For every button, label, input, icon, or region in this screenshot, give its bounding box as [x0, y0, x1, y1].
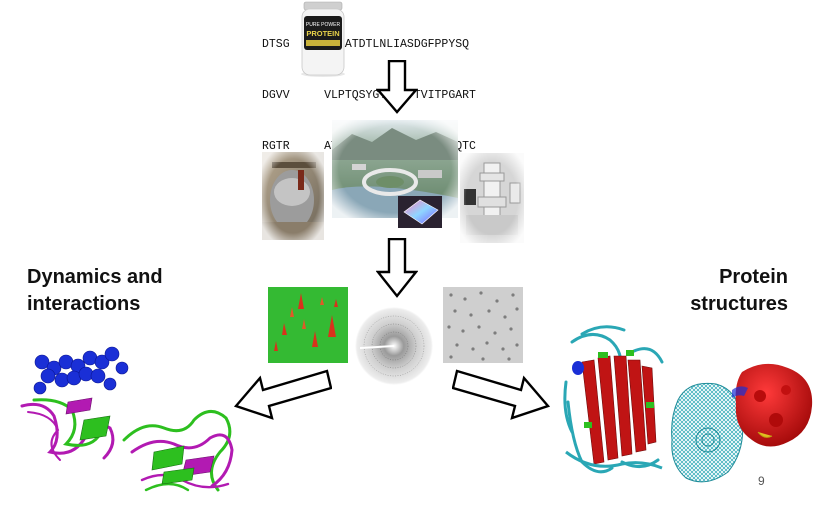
jar-label-top: PURE POWER: [306, 22, 341, 28]
crystal-structure: [563, 325, 664, 474]
jar-label-main: PROTEIN: [306, 29, 339, 38]
slide-number: 9: [758, 474, 765, 488]
nmr-ensemble: [20, 346, 234, 492]
protein-jar-icon: PURE POWER PROTEIN: [301, 1, 345, 77]
dynamics-heading-line-1: Dynamics and: [27, 266, 163, 288]
em-micrograph: [443, 287, 523, 363]
right-arrow: [452, 369, 551, 420]
diffraction-pattern: [355, 307, 433, 385]
sequence-line-1: DTSG PPEATDTLNLIASDGFPPYSQ: [262, 38, 470, 51]
down-arrow-1: [376, 60, 418, 114]
dynamics-heading: Dynamics and interactions: [27, 264, 163, 318]
synchrotron-photo: [332, 120, 458, 218]
structures-heading: Protein structures: [670, 264, 788, 318]
facility-photo: [262, 152, 324, 240]
left-arrow: [233, 369, 332, 420]
afm-map: [268, 287, 348, 363]
down-arrow-2: [376, 238, 418, 298]
crystal-inset: [398, 196, 442, 228]
sequence-line-2: DGVV VLPTQSYGYYHEYTVITPGART: [262, 89, 476, 102]
surface-mesh-model: [671, 363, 813, 483]
electron-microscope-photo: [460, 153, 524, 243]
structures-heading-line-1: Protein: [719, 266, 788, 288]
dynamics-heading-line-2: interactions: [27, 293, 141, 315]
structures-heading-line-2: structures: [690, 293, 788, 315]
